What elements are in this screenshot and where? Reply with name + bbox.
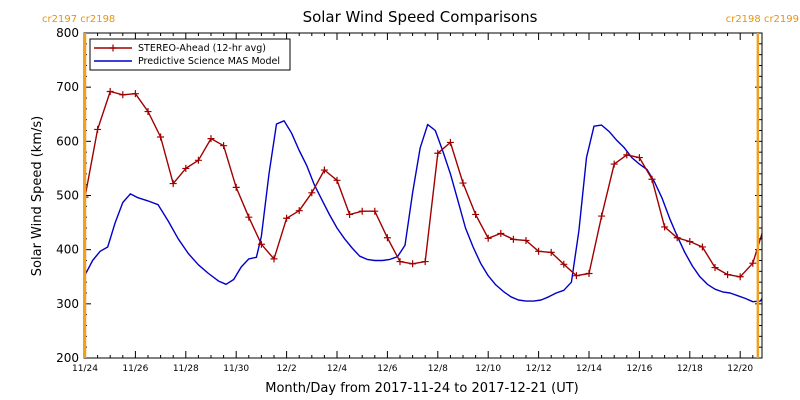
data-point-stereo [320, 166, 328, 174]
data-point-stereo [383, 234, 391, 242]
data-point-stereo [194, 156, 202, 164]
data-point-stereo [711, 264, 719, 272]
x-tick-label: 12/6 [377, 364, 397, 374]
data-point-stereo [257, 240, 265, 248]
data-point-stereo [560, 260, 568, 268]
x-tick-label: 11/24 [72, 364, 98, 374]
data-point-stereo [308, 189, 316, 197]
x-tick-label: 11/26 [122, 364, 148, 374]
data-point-stereo [497, 229, 505, 237]
y-axis-label: Solar Wind Speed (km/s) [30, 116, 45, 276]
data-point-stereo [220, 142, 228, 150]
legend-box [89, 38, 291, 71]
x-tick-label: 11/28 [173, 364, 199, 374]
y-tick-label: 400 [56, 243, 79, 257]
data-point-stereo [484, 234, 492, 242]
x-axis-label: Month/Day from 2017-11-24 to 2017-12-21 … [265, 381, 578, 396]
data-point-stereo [421, 258, 429, 266]
data-point-stereo [736, 273, 744, 281]
data-point-stereo [295, 207, 303, 215]
x-tick-label: 12/2 [276, 364, 296, 374]
series-line-mas [84, 120, 762, 303]
x-tick-label: 12/16 [626, 364, 652, 374]
data-point-stereo [698, 243, 706, 251]
x-tick-label: 12/4 [327, 364, 347, 374]
y-tick-label: 800 [56, 26, 79, 40]
data-point-stereo [522, 236, 530, 244]
data-point-stereo [106, 88, 114, 95]
data-point-stereo [761, 221, 762, 224]
data-point-stereo [131, 90, 139, 98]
x-tick-label: 12/8 [428, 364, 448, 374]
data-point-stereo [509, 235, 517, 243]
data-point-stereo [144, 108, 152, 116]
data-point-stereo [472, 210, 480, 218]
carrington-label: cr2197 cr2198 [42, 14, 115, 25]
legend-marker-stereo [109, 44, 117, 52]
data-point-stereo [409, 260, 417, 268]
data-point-stereo [648, 175, 656, 183]
data-point-stereo [358, 207, 366, 215]
data-point-stereo [446, 138, 454, 146]
data-point-stereo [661, 223, 669, 231]
x-tick-label: 12/10 [475, 364, 501, 374]
y-tick-label: 600 [56, 134, 79, 148]
data-point-stereo [119, 91, 127, 99]
data-point-stereo [245, 213, 253, 221]
data-point-stereo [371, 207, 379, 215]
x-tick-label: 12/12 [526, 364, 552, 374]
data-point-stereo [232, 183, 240, 191]
data-point-stereo [396, 258, 404, 266]
data-point-stereo [623, 151, 631, 159]
data-point-stereo [207, 135, 215, 143]
data-point-stereo [610, 160, 618, 168]
chart-title: Solar Wind Speed Comparisons [303, 8, 538, 26]
data-point-stereo [94, 125, 102, 133]
data-point-stereo [572, 272, 580, 280]
y-tick-label: 300 [56, 297, 79, 311]
data-point-stereo [283, 214, 291, 222]
legend-label-stereo: STEREO-Ahead (12-hr avg) [138, 43, 266, 54]
data-point-stereo [434, 149, 442, 157]
y-tick-label: 700 [56, 80, 79, 94]
data-point-stereo [169, 180, 177, 188]
data-point-stereo [673, 234, 681, 242]
data-point-stereo [182, 164, 190, 172]
data-point-stereo [157, 133, 165, 141]
data-point-stereo [270, 255, 278, 263]
data-point-stereo [686, 238, 694, 246]
x-tick-label: 12/18 [677, 364, 703, 374]
legend-label-mas: Predictive Science MAS Model [138, 56, 280, 67]
data-point-stereo [775, 197, 782, 204]
data-point-stereo [635, 154, 643, 162]
series-line-stereo [84, 90, 762, 278]
data-point-stereo [585, 270, 593, 277]
y-tick-label: 500 [56, 189, 79, 203]
legend: STEREO-Ahead (12-hr avg) Predictive Scie… [89, 38, 291, 71]
data-point-stereo [346, 210, 354, 218]
y-tick-label: 200 [56, 351, 79, 365]
data-point-stereo [333, 176, 341, 184]
data-point-stereo [459, 179, 467, 187]
data-point-stereo [598, 212, 606, 220]
data-point-stereo [724, 271, 732, 279]
data-point-stereo [535, 247, 543, 255]
x-tick-label: 11/30 [223, 364, 249, 374]
data-point-stereo [547, 248, 555, 256]
data-point-stereo [749, 259, 757, 267]
x-tick-label: 12/20 [727, 364, 753, 374]
carrington-label: cr2198 cr2199 [726, 14, 799, 25]
x-tick-label: 12/14 [576, 364, 602, 374]
